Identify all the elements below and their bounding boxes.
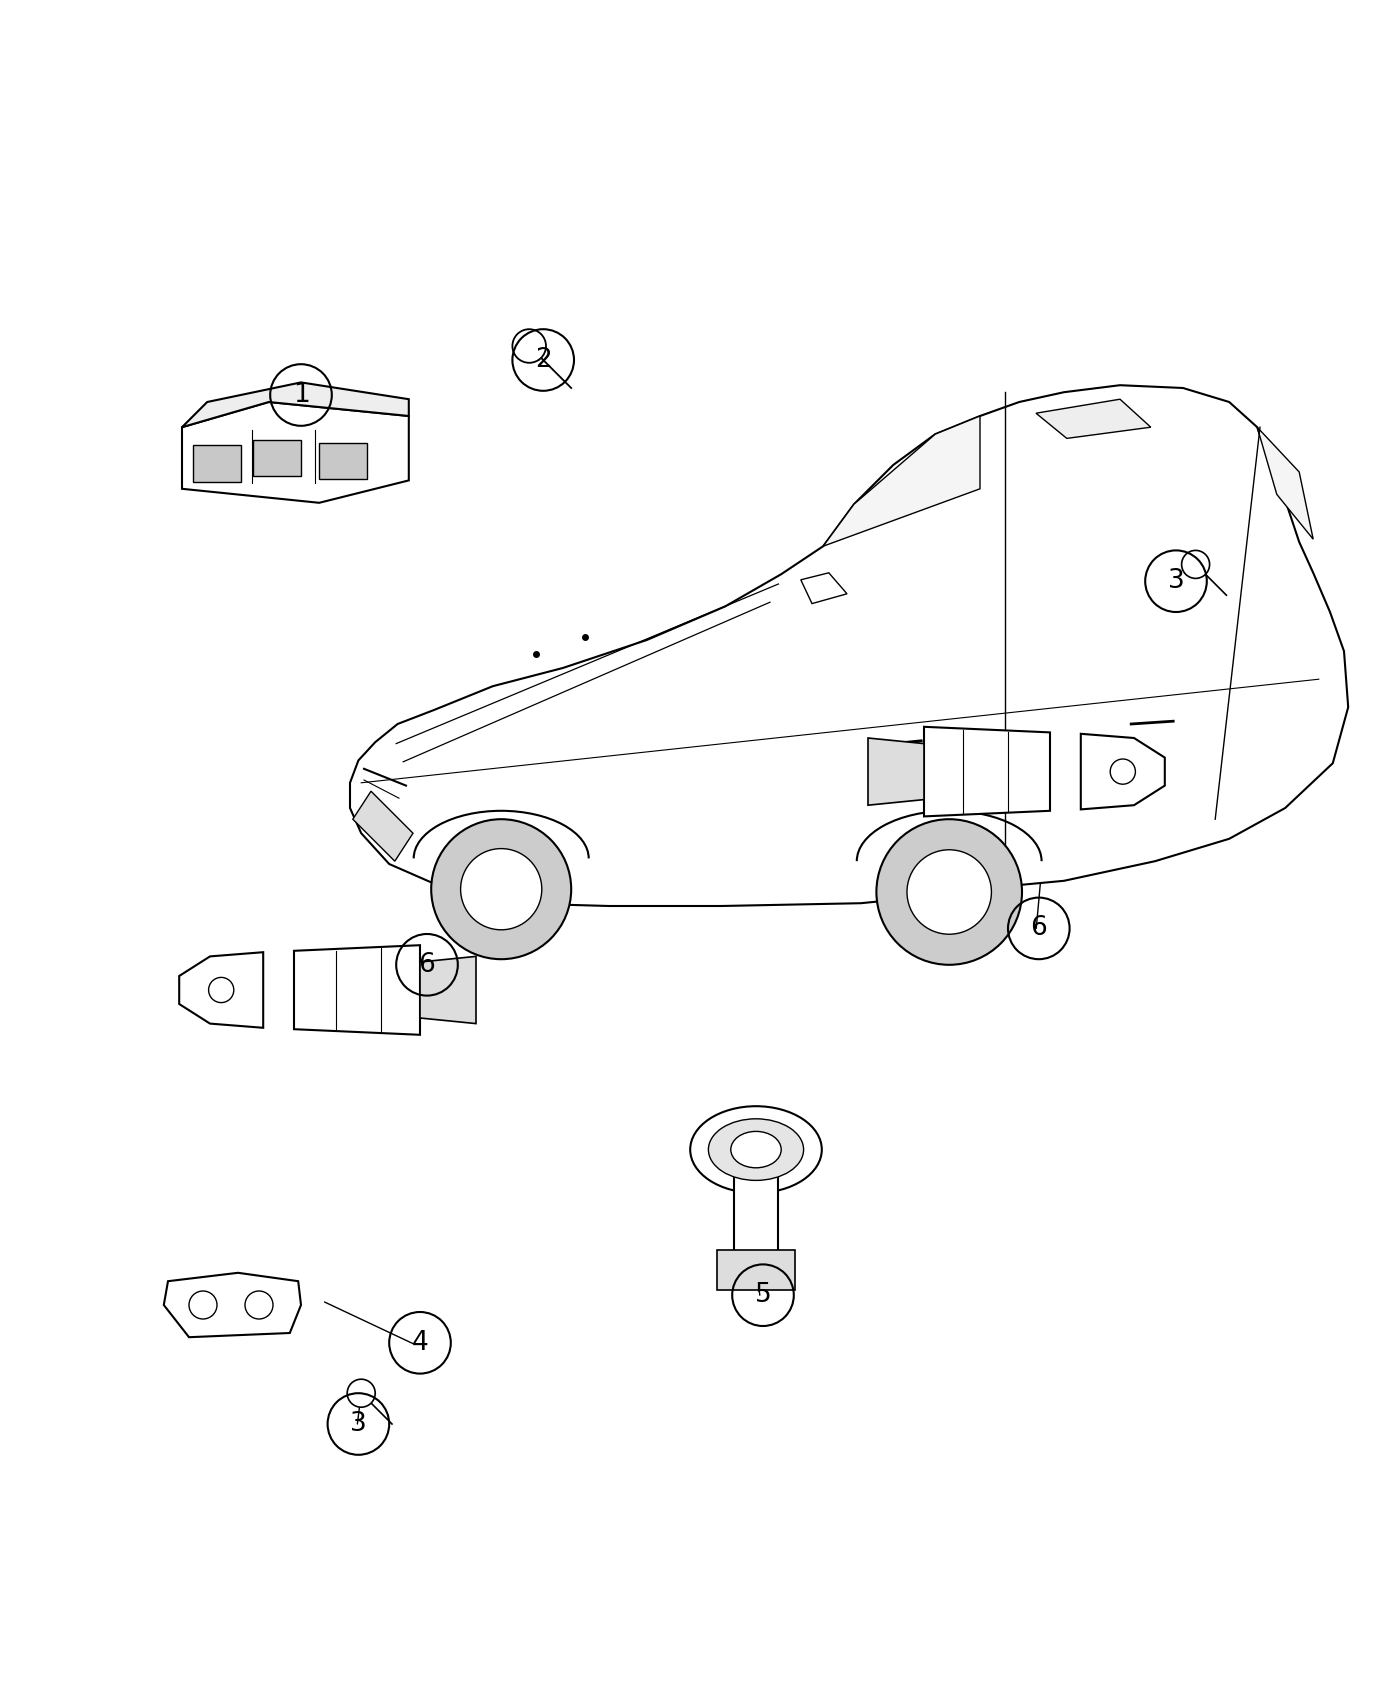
- Polygon shape: [924, 728, 1050, 816]
- Circle shape: [1110, 758, 1135, 784]
- Circle shape: [347, 1379, 375, 1408]
- Text: 3: 3: [350, 1411, 367, 1436]
- Text: 5: 5: [755, 1282, 771, 1309]
- Circle shape: [876, 819, 1022, 966]
- Ellipse shape: [708, 1119, 804, 1180]
- Circle shape: [907, 850, 991, 935]
- Polygon shape: [1257, 427, 1313, 539]
- Ellipse shape: [731, 1132, 781, 1168]
- Circle shape: [431, 819, 571, 959]
- Polygon shape: [350, 386, 1348, 906]
- Circle shape: [209, 977, 234, 1003]
- Circle shape: [1182, 551, 1210, 578]
- Circle shape: [461, 848, 542, 930]
- Polygon shape: [182, 382, 409, 427]
- Text: 3: 3: [1168, 568, 1184, 595]
- Polygon shape: [182, 401, 409, 503]
- Polygon shape: [319, 442, 367, 479]
- Polygon shape: [717, 1251, 795, 1290]
- Polygon shape: [801, 573, 847, 604]
- Text: 2: 2: [535, 347, 552, 372]
- Ellipse shape: [690, 1107, 822, 1193]
- Text: 4: 4: [412, 1329, 428, 1357]
- Circle shape: [512, 330, 546, 362]
- Polygon shape: [823, 416, 980, 546]
- Polygon shape: [253, 440, 301, 476]
- Polygon shape: [179, 952, 263, 1028]
- Polygon shape: [734, 1161, 778, 1265]
- Polygon shape: [164, 1273, 301, 1338]
- Polygon shape: [353, 790, 413, 862]
- Polygon shape: [868, 738, 924, 806]
- Circle shape: [189, 1290, 217, 1319]
- Polygon shape: [420, 957, 476, 1023]
- Text: 1: 1: [293, 382, 309, 408]
- Polygon shape: [193, 445, 241, 481]
- Polygon shape: [294, 945, 420, 1035]
- Polygon shape: [1036, 400, 1151, 439]
- Text: 6: 6: [419, 952, 435, 978]
- Text: 6: 6: [1030, 915, 1047, 942]
- Circle shape: [245, 1290, 273, 1319]
- Polygon shape: [1081, 734, 1165, 809]
